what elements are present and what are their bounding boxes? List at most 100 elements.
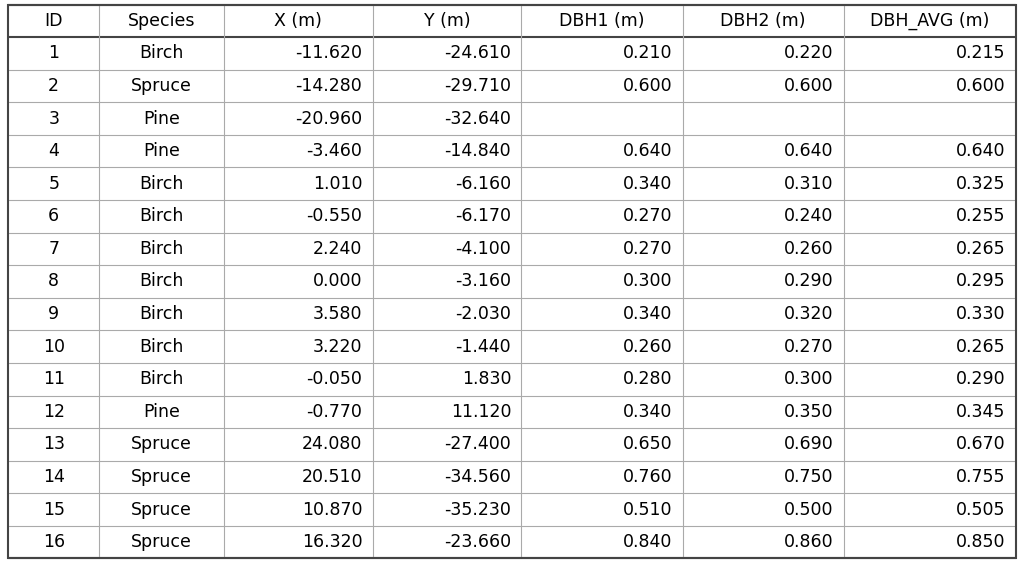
Text: 0.265: 0.265 xyxy=(956,240,1006,258)
Text: 0.600: 0.600 xyxy=(956,77,1006,95)
Text: 0.290: 0.290 xyxy=(956,370,1006,388)
Text: 10.870: 10.870 xyxy=(302,501,362,519)
Text: Species: Species xyxy=(128,12,196,30)
Text: 0.210: 0.210 xyxy=(623,44,673,62)
Text: Birch: Birch xyxy=(139,338,183,356)
Text: 11.120: 11.120 xyxy=(451,403,511,421)
Text: 0.750: 0.750 xyxy=(784,468,834,486)
Text: Pine: Pine xyxy=(143,142,180,160)
Text: -6.170: -6.170 xyxy=(456,207,511,225)
Text: 0.270: 0.270 xyxy=(623,207,673,225)
Text: 0.650: 0.650 xyxy=(623,435,673,453)
Text: 1.830: 1.830 xyxy=(462,370,511,388)
Text: Spruce: Spruce xyxy=(131,468,191,486)
Text: X (m): X (m) xyxy=(274,12,323,30)
Text: 0.760: 0.760 xyxy=(623,468,673,486)
Text: DBH_AVG (m): DBH_AVG (m) xyxy=(870,12,989,30)
Text: 0.300: 0.300 xyxy=(623,272,673,291)
Text: 2.240: 2.240 xyxy=(313,240,362,258)
Text: 0.265: 0.265 xyxy=(956,338,1006,356)
Text: -3.160: -3.160 xyxy=(456,272,511,291)
Text: 2: 2 xyxy=(48,77,59,95)
Text: 0.000: 0.000 xyxy=(313,272,362,291)
Text: 1.010: 1.010 xyxy=(313,175,362,193)
Text: 3.580: 3.580 xyxy=(313,305,362,323)
Text: -27.400: -27.400 xyxy=(444,435,511,453)
Text: Birch: Birch xyxy=(139,305,183,323)
Text: Birch: Birch xyxy=(139,272,183,291)
Text: 0.850: 0.850 xyxy=(956,533,1006,551)
Text: -0.050: -0.050 xyxy=(306,370,362,388)
Text: 0.640: 0.640 xyxy=(784,142,834,160)
Text: 1: 1 xyxy=(48,44,59,62)
Text: -35.230: -35.230 xyxy=(444,501,511,519)
Text: 6: 6 xyxy=(48,207,59,225)
Text: 0.500: 0.500 xyxy=(784,501,834,519)
Text: -11.620: -11.620 xyxy=(295,44,362,62)
Text: -34.560: -34.560 xyxy=(444,468,511,486)
Text: 0.215: 0.215 xyxy=(956,44,1006,62)
Text: 0.640: 0.640 xyxy=(956,142,1006,160)
Text: 0.280: 0.280 xyxy=(623,370,673,388)
Text: 0.600: 0.600 xyxy=(783,77,834,95)
Text: 0.260: 0.260 xyxy=(783,240,834,258)
Text: 0.320: 0.320 xyxy=(784,305,834,323)
Text: Y (m): Y (m) xyxy=(424,12,470,30)
Text: -2.030: -2.030 xyxy=(456,305,511,323)
Text: 0.860: 0.860 xyxy=(783,533,834,551)
Text: Spruce: Spruce xyxy=(131,501,191,519)
Text: -6.160: -6.160 xyxy=(455,175,511,193)
Text: 0.350: 0.350 xyxy=(784,403,834,421)
Text: ID: ID xyxy=(44,12,63,30)
Text: 0.640: 0.640 xyxy=(623,142,673,160)
Text: 13: 13 xyxy=(43,435,65,453)
Text: 4: 4 xyxy=(48,142,59,160)
Text: 0.240: 0.240 xyxy=(784,207,834,225)
Text: 0.290: 0.290 xyxy=(783,272,834,291)
Text: 3: 3 xyxy=(48,110,59,128)
Text: 0.325: 0.325 xyxy=(956,175,1006,193)
Text: 0.340: 0.340 xyxy=(623,175,673,193)
Text: 0.220: 0.220 xyxy=(784,44,834,62)
Text: 7: 7 xyxy=(48,240,59,258)
Text: Birch: Birch xyxy=(139,175,183,193)
Text: 0.600: 0.600 xyxy=(623,77,673,95)
Text: 0.755: 0.755 xyxy=(956,468,1006,486)
Text: 5: 5 xyxy=(48,175,59,193)
Text: -14.280: -14.280 xyxy=(296,77,362,95)
Text: -29.710: -29.710 xyxy=(444,77,511,95)
Text: 9: 9 xyxy=(48,305,59,323)
Text: 0.505: 0.505 xyxy=(956,501,1006,519)
Text: 0.255: 0.255 xyxy=(956,207,1006,225)
Text: 0.295: 0.295 xyxy=(956,272,1006,291)
Text: Birch: Birch xyxy=(139,44,183,62)
Text: Birch: Birch xyxy=(139,240,183,258)
Text: Spruce: Spruce xyxy=(131,77,191,95)
Text: -32.640: -32.640 xyxy=(444,110,511,128)
Text: 0.300: 0.300 xyxy=(784,370,834,388)
Text: -1.440: -1.440 xyxy=(456,338,511,356)
Text: 0.270: 0.270 xyxy=(784,338,834,356)
Text: 0.270: 0.270 xyxy=(623,240,673,258)
Text: 11: 11 xyxy=(43,370,65,388)
Text: 16.320: 16.320 xyxy=(302,533,362,551)
Text: 12: 12 xyxy=(43,403,65,421)
Text: Pine: Pine xyxy=(143,110,180,128)
Text: 10: 10 xyxy=(43,338,65,356)
Text: -3.460: -3.460 xyxy=(306,142,362,160)
Text: Pine: Pine xyxy=(143,403,180,421)
Text: 0.340: 0.340 xyxy=(623,403,673,421)
Text: -23.660: -23.660 xyxy=(444,533,511,551)
Text: -4.100: -4.100 xyxy=(456,240,511,258)
Text: 0.260: 0.260 xyxy=(623,338,673,356)
Text: 0.340: 0.340 xyxy=(623,305,673,323)
Text: -0.550: -0.550 xyxy=(306,207,362,225)
Text: 3.220: 3.220 xyxy=(313,338,362,356)
Text: 14: 14 xyxy=(43,468,65,486)
Text: 16: 16 xyxy=(43,533,65,551)
Text: Spruce: Spruce xyxy=(131,533,191,551)
Text: Birch: Birch xyxy=(139,207,183,225)
Text: 0.345: 0.345 xyxy=(956,403,1006,421)
Text: -14.840: -14.840 xyxy=(444,142,511,160)
Text: Spruce: Spruce xyxy=(131,435,191,453)
